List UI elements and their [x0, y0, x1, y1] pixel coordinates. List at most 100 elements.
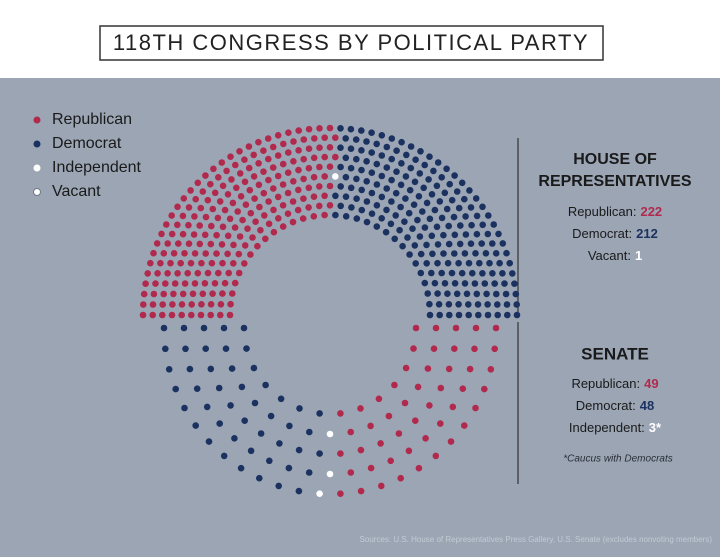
seat: [491, 345, 499, 353]
seat: [383, 143, 391, 151]
seat: [503, 249, 510, 257]
seat: [465, 311, 473, 319]
seat: [219, 290, 226, 297]
seat: [326, 144, 334, 151]
seat: [402, 195, 409, 202]
seat: [247, 447, 255, 455]
seat: [289, 218, 297, 226]
seat: [223, 167, 230, 175]
seat: [185, 221, 192, 229]
seat: [181, 280, 189, 287]
seat: [451, 231, 459, 239]
seat: [144, 270, 151, 277]
seat: [492, 250, 500, 257]
seat: [421, 224, 429, 231]
seat: [479, 221, 487, 229]
stat-label: Democrat:: [576, 398, 636, 413]
seat: [295, 127, 303, 134]
seat: [240, 324, 248, 332]
seat: [254, 242, 261, 250]
seat: [397, 181, 405, 189]
seat: [147, 259, 154, 267]
seat: [295, 487, 303, 495]
seat: [466, 187, 473, 194]
seat: [241, 260, 248, 267]
seat: [358, 147, 365, 154]
seat: [373, 223, 381, 230]
seat: [188, 311, 195, 319]
seat: [285, 129, 292, 136]
seat: [337, 183, 345, 190]
seat: [238, 383, 246, 391]
legend-marker: [33, 140, 41, 148]
seat: [496, 259, 503, 267]
seat: [207, 240, 215, 248]
seat: [184, 269, 191, 277]
seat: [299, 215, 307, 222]
seat: [237, 464, 245, 472]
seat: [270, 228, 278, 236]
seat: [358, 206, 366, 214]
seat: [461, 195, 468, 203]
seat: [264, 135, 272, 142]
seat: [189, 290, 197, 298]
seat: [363, 178, 371, 185]
seat: [468, 221, 475, 229]
seat: [290, 178, 297, 185]
seat: [332, 192, 339, 200]
seat: [249, 234, 256, 241]
seat: [347, 164, 355, 172]
seat: [321, 211, 328, 219]
seat: [358, 166, 365, 174]
seat: [207, 180, 214, 188]
seat: [310, 173, 318, 181]
seat: [425, 176, 432, 183]
seat: [192, 422, 199, 429]
seat: [473, 230, 481, 238]
seat: [227, 153, 234, 160]
seat: [216, 420, 223, 427]
seat: [305, 145, 313, 152]
seat: [332, 134, 339, 141]
seat: [416, 170, 424, 177]
seat: [160, 324, 168, 332]
seat: [188, 301, 195, 308]
seat: [158, 230, 165, 238]
seat: [388, 176, 395, 184]
seat: [274, 172, 282, 180]
seat: [378, 152, 386, 159]
seat: [436, 311, 444, 319]
seat: [229, 290, 236, 297]
seat: [417, 250, 425, 258]
seat: [305, 164, 313, 172]
seat: [211, 189, 219, 197]
seat: [401, 218, 408, 225]
seat: [378, 482, 385, 490]
seat: [471, 280, 479, 287]
seat: [472, 324, 480, 332]
section-title: SENATE: [581, 344, 649, 363]
seat: [434, 290, 441, 297]
seat: [358, 127, 365, 134]
seat: [300, 136, 308, 143]
seat: [246, 186, 254, 194]
seat: [404, 234, 411, 241]
seat: [326, 470, 334, 478]
stat-label: Republican:: [571, 376, 640, 391]
seat: [449, 403, 457, 411]
seat: [455, 301, 462, 308]
seat: [321, 134, 329, 141]
seat: [179, 290, 187, 298]
seat: [406, 251, 413, 258]
seat: [250, 151, 257, 159]
seat: [199, 188, 207, 195]
seat: [150, 290, 158, 298]
seat: [164, 270, 171, 277]
seat: [208, 259, 216, 267]
seat: [231, 279, 239, 287]
seat: [426, 311, 434, 319]
seat: [348, 204, 355, 211]
seat: [300, 155, 308, 163]
seat: [260, 189, 268, 197]
seat: [407, 164, 415, 172]
